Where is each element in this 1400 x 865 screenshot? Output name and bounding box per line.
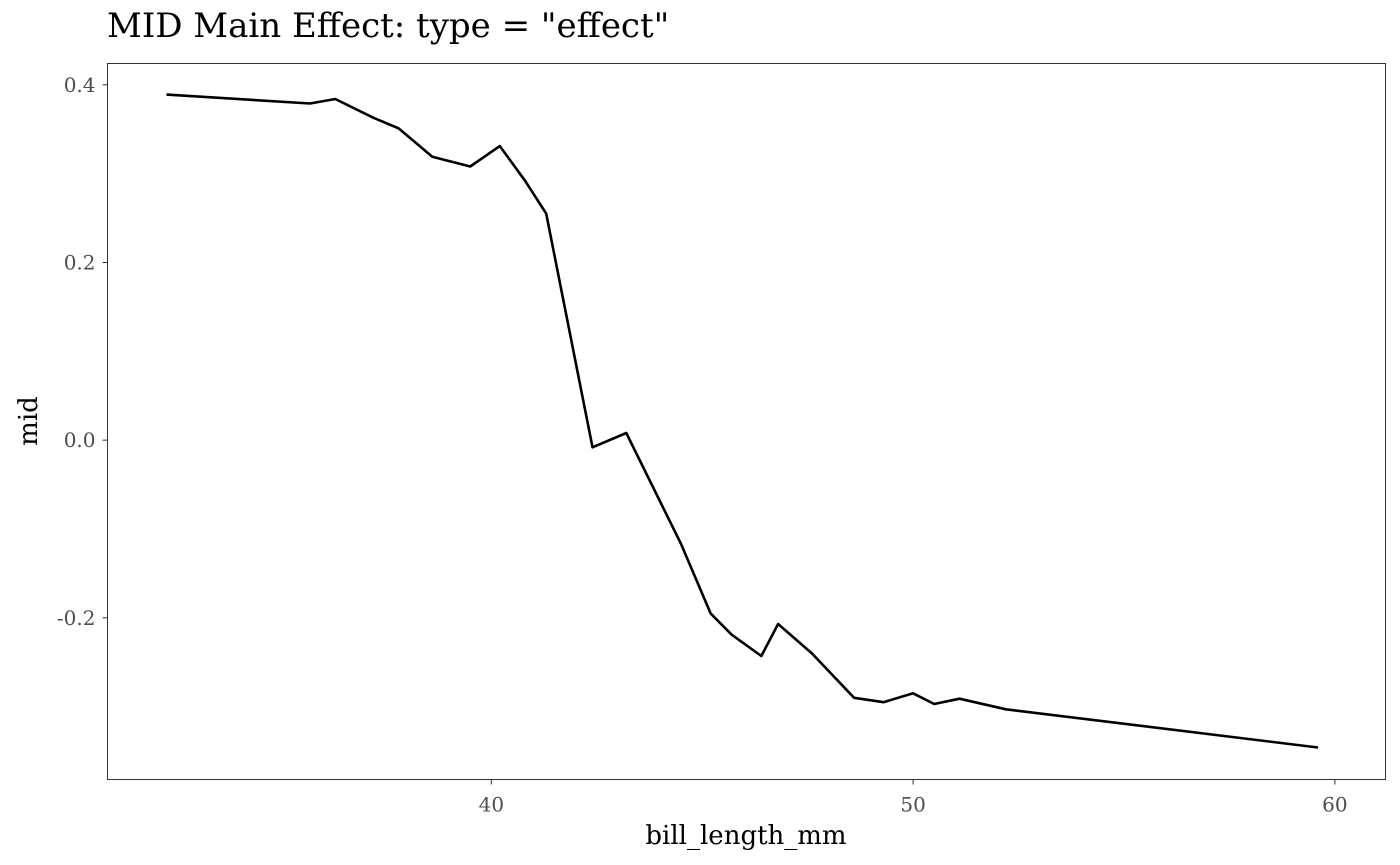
y-tick-label: 0.2	[64, 250, 96, 274]
chart-title: MID Main Effect: type = "effect"	[107, 6, 670, 46]
x-tick-label: 60	[1322, 793, 1347, 817]
y-tick-label: -0.2	[57, 606, 96, 630]
x-axis-title: bill_length_mm	[645, 821, 846, 851]
x-tick-label: 50	[900, 793, 925, 817]
y-tick-label: 0.0	[64, 428, 96, 452]
plot-panel	[107, 63, 1386, 780]
y-axis-title: mid	[14, 396, 44, 446]
y-axis: -0.2 0.0 0.2 0.4	[57, 73, 108, 630]
series-layer	[166, 93, 1319, 749]
y-tick-label: 0.4	[64, 73, 96, 97]
effect-line	[166, 93, 1319, 749]
x-tick-label: 40	[479, 793, 504, 817]
x-axis: 40 50 60	[479, 779, 1348, 817]
